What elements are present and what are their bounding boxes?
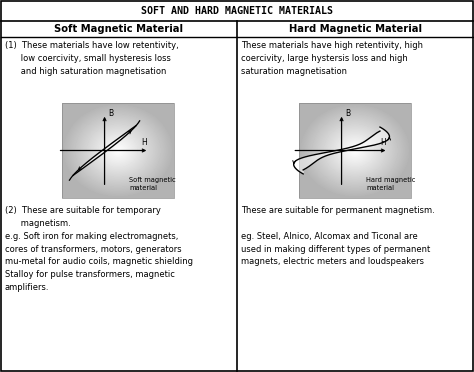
Polygon shape	[70, 121, 140, 180]
Bar	[299, 103, 411, 198]
Text: B: B	[109, 109, 113, 118]
Text: Hard magnetic
material: Hard magnetic material	[366, 177, 416, 190]
Text: These materials have high retentivity, high
coercivity, large hystersis loss and: These materials have high retentivity, h…	[241, 41, 423, 76]
Text: B: B	[346, 109, 351, 118]
Text: Soft magnetic
material: Soft magnetic material	[129, 177, 176, 190]
Polygon shape	[294, 127, 390, 174]
Text: (2)  These are suitable for temporary
      magnetism.
e.g. Soft iron for making: (2) These are suitable for temporary mag…	[5, 206, 193, 292]
Text: (1)  These materials have low retentivity,
      low coercivity, small hysteresi: (1) These materials have low retentivity…	[5, 41, 179, 76]
Text: Soft Magnetic Material: Soft Magnetic Material	[54, 24, 183, 34]
Text: Hard Magnetic Material: Hard Magnetic Material	[289, 24, 422, 34]
Bar	[62, 103, 174, 198]
Text: H: H	[381, 138, 386, 147]
Text: SOFT AND HARD MAGNETIC MATERIALS: SOFT AND HARD MAGNETIC MATERIALS	[141, 6, 333, 16]
Text: These are suitable for permanent magnetism.

eg. Steel, Alnico, Alcomax and Tico: These are suitable for permanent magneti…	[241, 206, 435, 266]
Text: H: H	[142, 138, 147, 147]
